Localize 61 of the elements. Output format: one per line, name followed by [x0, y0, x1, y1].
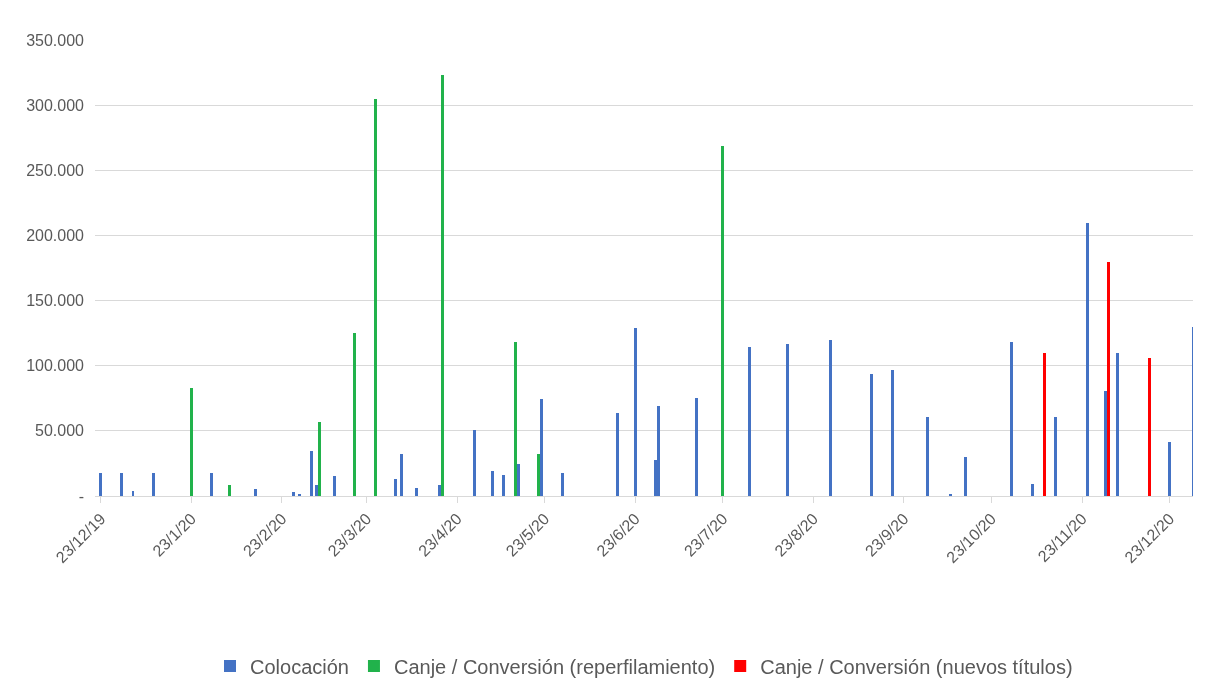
bar — [120, 473, 123, 496]
bar — [829, 340, 832, 496]
y-tick-label: 150.000 — [26, 292, 85, 310]
bar — [99, 473, 102, 496]
y-tick-label: 300.000 — [26, 96, 85, 114]
bar — [502, 475, 505, 496]
bar — [616, 413, 619, 496]
bar — [310, 451, 313, 496]
bar — [1010, 342, 1013, 496]
bar — [786, 344, 789, 496]
y-tick-label: 350.000 — [26, 31, 85, 49]
bar — [152, 473, 155, 496]
bar — [254, 489, 257, 496]
bar — [964, 457, 967, 496]
bar — [1148, 358, 1151, 496]
y-tick-label: 50.000 — [35, 422, 85, 440]
bar — [473, 430, 476, 496]
bar — [400, 454, 403, 496]
bar — [374, 99, 377, 496]
bar — [1054, 417, 1057, 496]
bar — [634, 328, 637, 496]
bar — [926, 417, 929, 496]
bar — [1107, 262, 1110, 496]
bar — [1104, 391, 1107, 496]
bar — [441, 75, 444, 496]
legend-label: Colocación — [250, 655, 349, 678]
bar — [228, 485, 231, 496]
y-tick-label: - — [78, 487, 84, 505]
bar — [1031, 484, 1034, 496]
bar — [748, 347, 751, 496]
bar — [333, 476, 336, 496]
bar — [318, 422, 321, 496]
bar — [210, 473, 213, 496]
bar — [1043, 353, 1046, 496]
bar — [190, 388, 193, 496]
bar — [1086, 223, 1089, 496]
bar — [1168, 442, 1171, 496]
bar — [870, 374, 873, 496]
bar — [695, 398, 698, 496]
bar — [315, 485, 318, 496]
bar — [1116, 353, 1119, 496]
bar — [394, 479, 397, 496]
bar — [491, 471, 494, 496]
bar — [561, 473, 564, 496]
bar — [514, 342, 517, 496]
y-tick-label: 200.000 — [26, 227, 85, 245]
bar — [292, 492, 295, 496]
bar — [540, 399, 543, 496]
bar — [132, 491, 134, 496]
y-tick-label: 250.000 — [26, 161, 85, 179]
y-tick-label: 100.000 — [26, 357, 85, 375]
bar — [438, 485, 441, 496]
bar — [537, 454, 540, 496]
legend-label: Canje / Conversión (nuevos títulos) — [760, 655, 1073, 678]
legend-label: Canje / Conversión (reperfilamiento) — [393, 655, 716, 678]
bar — [721, 146, 724, 496]
bar — [415, 488, 418, 496]
bar — [657, 406, 660, 496]
bar — [517, 464, 520, 496]
bar — [353, 333, 356, 496]
bar — [891, 370, 894, 496]
